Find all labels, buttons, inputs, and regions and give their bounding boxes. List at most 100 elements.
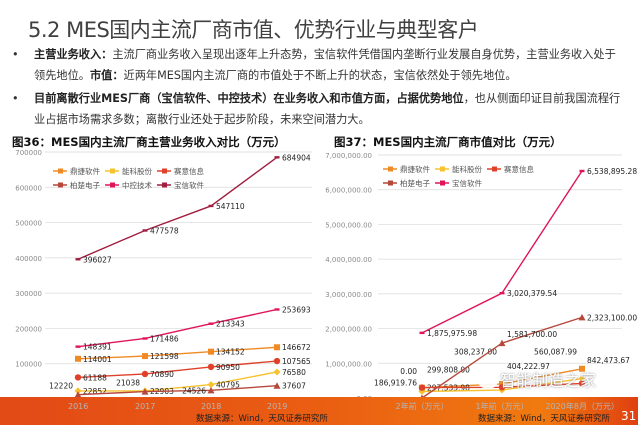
data-label: 404,222.97 bbox=[507, 362, 550, 371]
data-point bbox=[498, 339, 506, 347]
data-label: 12220 bbox=[49, 382, 73, 391]
legend-label[interactable]: 柏楚电子 bbox=[400, 178, 430, 188]
y-tick-label: 1,000,000.00 bbox=[325, 360, 372, 368]
x-tick-label: 2018 bbox=[201, 402, 222, 411]
data-point bbox=[207, 381, 215, 389]
data-label: 213343 bbox=[216, 320, 245, 329]
legend-marker-icon bbox=[162, 182, 167, 188]
data-point bbox=[74, 374, 82, 381]
data-label: 6,538,895.28 bbox=[587, 167, 637, 176]
data-label: 148391 bbox=[83, 343, 112, 352]
legend-marker-icon bbox=[440, 166, 445, 172]
bullet-revenue: • 主营业务收入：主流厂商业务收入呈现出逐年上升态势，宝信软件凭借国内垄断行业发… bbox=[12, 44, 622, 86]
data-point bbox=[75, 345, 81, 348]
legend-label[interactable]: 中控技术 bbox=[122, 180, 152, 190]
bullet-text: 近两年MES国内主流厂商的市值处于不断上升的状态，宝信依然处于领先地位。 bbox=[123, 69, 517, 82]
data-label: 40795 bbox=[216, 381, 240, 390]
x-tick-label: 1年前（万元） bbox=[475, 402, 529, 411]
y-tick-label: 4,000,000.00 bbox=[325, 256, 372, 264]
data-point bbox=[273, 368, 281, 376]
chart36-source: 数据来源：Wind，天风证券研究所 bbox=[196, 414, 328, 424]
page-title: 5.2 MES国内主流厂商市值、优势行业与典型客户 bbox=[28, 18, 479, 42]
data-point bbox=[498, 384, 506, 391]
data-point bbox=[74, 391, 82, 398]
data-label: 76580 bbox=[282, 368, 306, 377]
data-point bbox=[274, 156, 280, 159]
x-tick-label: 2019 bbox=[267, 402, 288, 411]
footer-band bbox=[0, 397, 638, 425]
data-point bbox=[274, 308, 280, 311]
data-point bbox=[273, 382, 281, 389]
data-point bbox=[578, 313, 586, 321]
bullet-text: ，也从侧面印证目前我国流程行业占据市场需求多数；离散行业还处于起步阶段，未来空间… bbox=[34, 92, 621, 126]
data-point bbox=[208, 348, 214, 355]
x-tick-label: 2020年8月（万元） bbox=[545, 402, 619, 411]
x-tick-label: 2016 bbox=[68, 402, 89, 411]
series-line bbox=[421, 170, 583, 334]
legend-label[interactable]: 能科股份 bbox=[122, 166, 152, 176]
bullet-discrete: • 目前离散行业MES厂商（宝信软件、中控技术）在业务收入和市值方面，占据优势地… bbox=[12, 88, 622, 130]
data-label: 396027 bbox=[83, 255, 112, 264]
data-label: 3,020,379.54 bbox=[507, 289, 557, 298]
legend-marker-icon bbox=[162, 168, 167, 174]
bullet-bold: 主营业务收入： bbox=[34, 48, 113, 61]
data-label: 171486 bbox=[150, 334, 179, 343]
data-label: 146672 bbox=[282, 343, 311, 352]
chart36-title: 图36：MES国内主流厂商主营业务收入对比（万元） bbox=[12, 135, 286, 149]
y-tick-label: 400000 bbox=[15, 255, 42, 263]
legend-label[interactable]: 能科股份 bbox=[452, 164, 482, 174]
series-line bbox=[77, 385, 278, 396]
data-label: 37607 bbox=[282, 382, 306, 391]
data-point bbox=[141, 388, 149, 395]
series-line bbox=[77, 346, 278, 360]
data-label: 308,237.00 bbox=[454, 347, 497, 356]
data-point bbox=[75, 355, 81, 362]
data-point bbox=[274, 344, 280, 351]
y-tick-label: 300000 bbox=[15, 290, 42, 298]
legend-marker-icon bbox=[110, 168, 115, 174]
data-point bbox=[579, 169, 585, 173]
bullet-dot: • bbox=[12, 48, 19, 61]
x-tick-label: 2017 bbox=[135, 402, 156, 411]
data-point bbox=[142, 353, 148, 360]
legend-label[interactable]: 鼎捷软件 bbox=[400, 164, 430, 174]
legend-marker-icon bbox=[388, 166, 393, 172]
data-point bbox=[207, 363, 215, 371]
data-point bbox=[419, 331, 425, 335]
legend-label[interactable]: 宝信软件 bbox=[452, 178, 482, 188]
data-point bbox=[578, 380, 586, 387]
data-label: 186,919.76 bbox=[374, 379, 417, 388]
y-tick-label: 7,000,000.00 bbox=[325, 152, 372, 160]
y-tick-label: 700000 bbox=[15, 149, 42, 157]
legend-marker-icon bbox=[110, 182, 115, 188]
data-label: 107565 bbox=[282, 357, 311, 366]
data-point bbox=[418, 384, 426, 391]
legend-marker-icon bbox=[492, 166, 497, 172]
data-point bbox=[142, 229, 148, 232]
legend-label[interactable]: 鼎捷软件 bbox=[70, 166, 100, 176]
legend-label[interactable]: 柏楚电子 bbox=[70, 180, 100, 190]
data-point bbox=[75, 258, 81, 261]
data-label: 61188 bbox=[83, 373, 107, 382]
data-label: 253693 bbox=[282, 305, 311, 314]
data-point bbox=[208, 204, 214, 208]
data-label: 684904 bbox=[282, 153, 311, 162]
series-line bbox=[77, 360, 278, 379]
bullet-dot: • bbox=[12, 92, 19, 105]
y-tick-label: 600000 bbox=[15, 184, 42, 192]
data-point bbox=[579, 365, 585, 372]
data-point bbox=[74, 387, 82, 395]
chart37-source: 数据来源：Wind，天风证券研究所 bbox=[478, 414, 610, 424]
data-label: 90950 bbox=[216, 363, 240, 372]
data-label: 560,087.99 bbox=[534, 348, 577, 357]
data-point bbox=[142, 337, 148, 340]
data-label: 842,473.67 bbox=[587, 356, 630, 365]
data-point bbox=[141, 370, 149, 378]
legend-label[interactable]: 赛意信息 bbox=[504, 164, 534, 174]
data-label: 299,808.00 bbox=[427, 366, 470, 375]
legend-label[interactable]: 宝信软件 bbox=[174, 180, 204, 190]
data-label: 114001 bbox=[83, 355, 112, 364]
legend-label[interactable]: 赛意信息 bbox=[174, 166, 204, 176]
data-label: 1,875,975.98 bbox=[427, 329, 477, 338]
